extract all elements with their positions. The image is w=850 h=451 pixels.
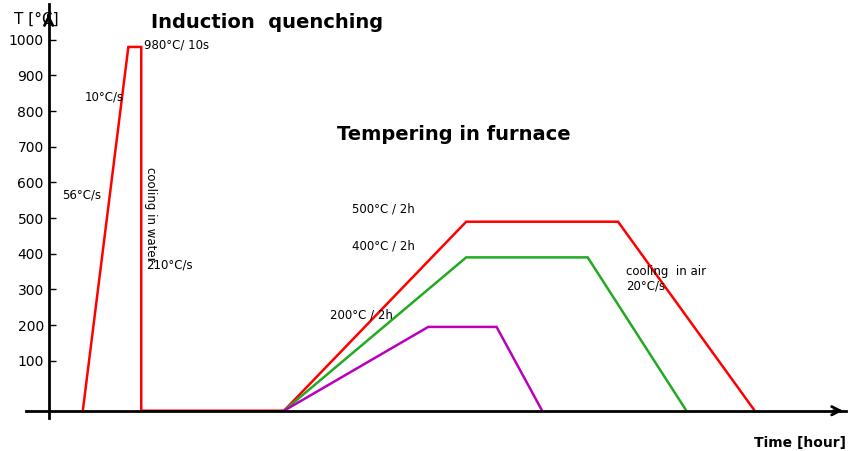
Text: 10°C/s: 10°C/s — [85, 91, 124, 103]
Text: 500°C / 2h: 500°C / 2h — [353, 203, 415, 216]
Text: 400°C / 2h: 400°C / 2h — [353, 239, 415, 252]
Text: Induction  quenching: Induction quenching — [151, 13, 383, 32]
Text: 980°C/ 10s: 980°C/ 10s — [144, 38, 208, 51]
Text: cooling  in air
20°C/s: cooling in air 20°C/s — [626, 265, 706, 293]
Text: Time [hour]: Time [hour] — [754, 436, 846, 450]
Text: Tempering in furnace: Tempering in furnace — [337, 125, 570, 144]
Text: T [°C]: T [°C] — [14, 11, 60, 26]
Text: 200°C / 2h: 200°C / 2h — [330, 309, 393, 322]
Text: cooling in water: cooling in water — [144, 167, 156, 262]
Text: 56°C/s: 56°C/s — [62, 189, 101, 202]
Text: 210°C/s: 210°C/s — [146, 258, 192, 271]
